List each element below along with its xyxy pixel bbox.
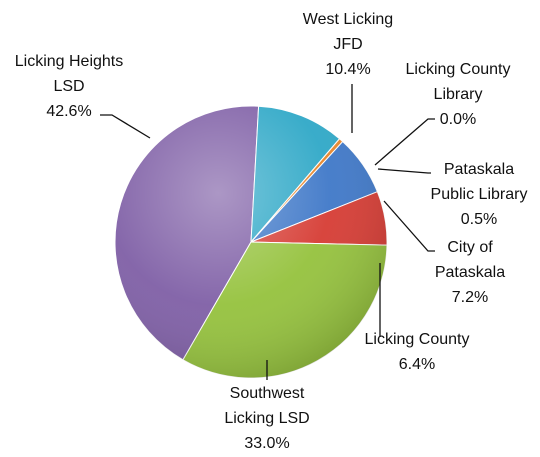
leader-line-pataskala-public-library: [377, 168, 431, 174]
data-label-licking-county-library-percent: 0.0%: [440, 111, 476, 128]
data-label-west-licking-jfd-line-1: West Licking: [303, 11, 393, 28]
data-label-southwest-licking-lsd-percent: 33.0%: [244, 435, 289, 452]
data-label-west-licking-jfd-line-2: JFD: [333, 36, 362, 53]
data-label-licking-heights-lsd-line-1: Licking Heights: [15, 53, 124, 70]
pie-slices: [114, 105, 388, 379]
data-label-southwest-licking-lsd-line-2: Licking LSD: [224, 410, 309, 427]
data-label-licking-heights-lsd-percent: 42.6%: [46, 103, 91, 120]
data-label-licking-heights-lsd-line-2: LSD: [53, 78, 84, 95]
data-label-city-of-pataskala-line-1: City of: [447, 239, 493, 256]
data-label-city-of-pataskala-line-2: Pataskala: [435, 264, 505, 281]
data-label-southwest-licking-lsd-line-1: Southwest: [230, 385, 305, 402]
data-labels: Licking Heights LSD 42.6% West Licking JFD 10…: [15, 11, 528, 452]
data-label-licking-county-line-1: Licking County: [365, 331, 470, 348]
data-label-licking-county-library-line-1: Licking County: [406, 61, 511, 78]
data-label-pataskala-public-library-percent: 0.5%: [461, 211, 497, 228]
leader-line-city-of-pataskala: [383, 200, 435, 252]
data-label-west-licking-jfd-percent: 10.4%: [325, 61, 370, 78]
data-label-licking-county-percent: 6.4%: [399, 356, 435, 373]
leader-line-licking-heights-lsd: [100, 114, 151, 139]
data-label-pataskala-public-library-line-1: Pataskala: [444, 161, 514, 178]
leader-lines: [100, 84, 435, 380]
data-label-licking-county-library-line-2: Library: [434, 86, 483, 103]
data-label-city-of-pataskala-percent: 7.2%: [452, 289, 488, 306]
leader-line-licking-county-library: [374, 118, 435, 166]
data-label-pataskala-public-library-line-2: Public Library: [431, 186, 528, 203]
